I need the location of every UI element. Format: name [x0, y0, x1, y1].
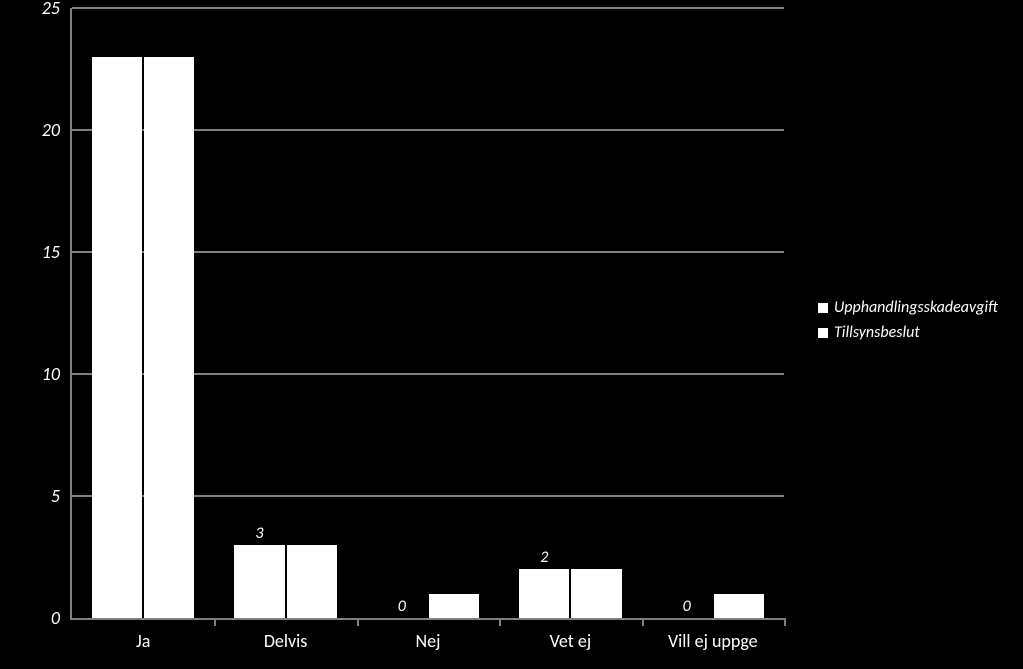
y-axis-tick-label: 10	[0, 363, 60, 385]
x-axis-tick-mark	[784, 618, 786, 626]
x-axis-tick-label: Vet ej	[499, 630, 641, 652]
legend-marker-icon	[818, 303, 828, 313]
x-axis-tick-mark	[642, 618, 644, 626]
legend-item: Upphandlingsskadeavgift	[818, 298, 998, 317]
y-axis-tick-label: 25	[0, 0, 60, 19]
y-axis-tick-label: 20	[0, 119, 60, 141]
bar	[287, 545, 337, 618]
x-axis-line	[72, 618, 784, 620]
legend-label: Tillsynsbeslut	[834, 323, 920, 342]
legend-item: Tillsynsbeslut	[818, 323, 998, 342]
bar	[571, 569, 621, 618]
bar	[429, 594, 479, 618]
plot-area: 3 0 2 0	[72, 8, 784, 618]
bar-data-label: 2	[540, 548, 548, 567]
x-axis-tick-label: Nej	[357, 630, 499, 652]
bar-data-label: 0	[398, 597, 406, 616]
x-axis-tick-label: Delvis	[214, 630, 356, 652]
bar	[92, 57, 142, 618]
bar	[144, 57, 194, 618]
bar	[714, 594, 764, 618]
bar-data-label: 3	[255, 524, 263, 543]
x-axis-tick-label: Ja	[72, 630, 214, 652]
bar	[519, 569, 569, 618]
gridline	[72, 7, 784, 9]
y-axis-line	[70, 8, 72, 620]
y-axis-tick-label: 0	[0, 607, 60, 629]
y-axis-tick-label: 15	[0, 241, 60, 263]
bar-data-label: 0	[683, 597, 691, 616]
x-axis-tick-label: Vill ej uppge	[642, 630, 784, 652]
chart-legend: Upphandlingsskadeavgift Tillsynsbeslut	[818, 298, 998, 348]
x-axis-tick-mark	[499, 618, 501, 626]
legend-marker-icon	[818, 328, 828, 338]
x-axis-tick-mark	[357, 618, 359, 626]
bar-chart: 3020 UpphandlingsskadeavgiftTillsynsbesl…	[0, 0, 1023, 669]
legend-label: Upphandlingsskadeavgift	[834, 298, 998, 317]
y-axis-tick-label: 5	[0, 485, 60, 507]
x-axis-tick-mark	[214, 618, 216, 626]
bar	[234, 545, 284, 618]
